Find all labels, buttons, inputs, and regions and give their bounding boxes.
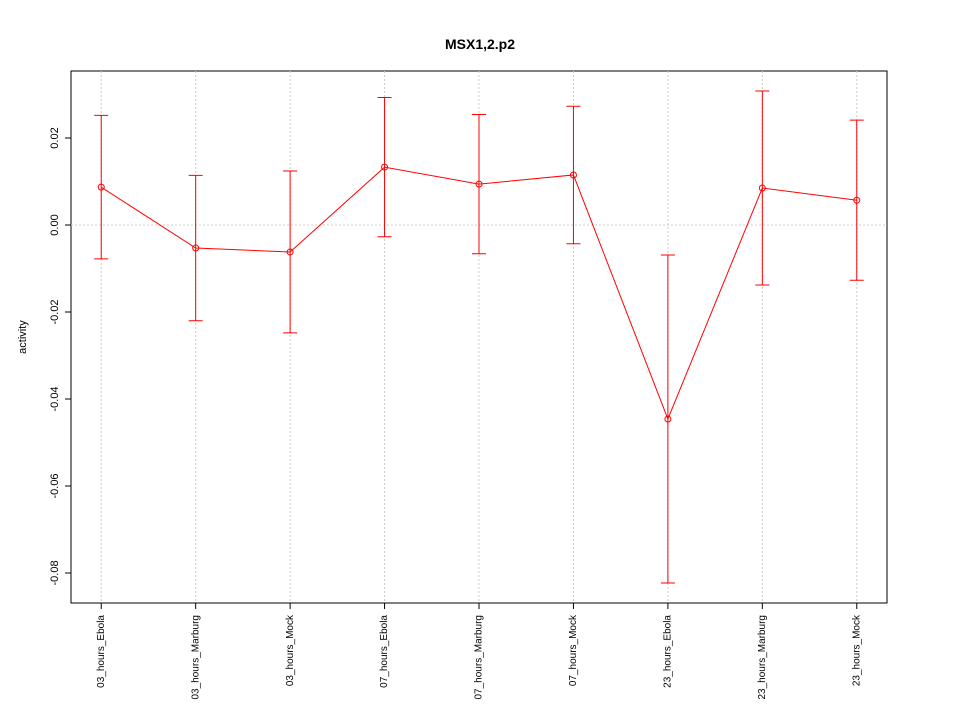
y-tick-label: 0.02 [49,127,61,148]
x-tick-label: 23_hours_Mock [851,614,862,686]
y-axis-label: activity [17,320,29,354]
error-bar [188,174,203,322]
chart-title: MSX1,2.p2 [445,36,515,52]
y-tick-label: 0.00 [49,214,61,235]
error-bar [283,170,298,334]
y-tick-label: -0.08 [49,560,61,585]
y-tick-label: -0.04 [49,386,61,411]
y-tick-label: -0.06 [49,473,61,498]
x-tick-label: 03_hours_Mock [285,614,296,686]
x-tick-label: 03_hours_Ebola [96,615,107,688]
point [97,183,105,191]
error-bar [566,105,581,245]
x-tick-label: 07_hours_Marburg [474,615,485,700]
point [475,180,483,188]
error-bar [377,97,392,238]
point [286,248,294,256]
error-bar [755,90,770,286]
error-bar [472,114,486,255]
point [664,415,672,423]
error-bar [660,254,675,584]
point [853,196,861,204]
x-tick-label: 03_hours_Marburg [190,615,201,700]
point [758,184,766,192]
point [569,171,577,179]
point [381,163,389,171]
x-tick-label: 07_hours_Ebola [379,615,390,688]
error-bar [94,114,109,260]
error-bar [849,119,864,281]
x-tick-label: 23_hours_Ebola [663,615,674,688]
point [192,244,200,252]
y-tick-label: -0.02 [49,299,61,324]
x-tick-label: 07_hours_Mock [568,614,579,686]
x-tick-label: 23_hours_Marburg [757,615,768,700]
